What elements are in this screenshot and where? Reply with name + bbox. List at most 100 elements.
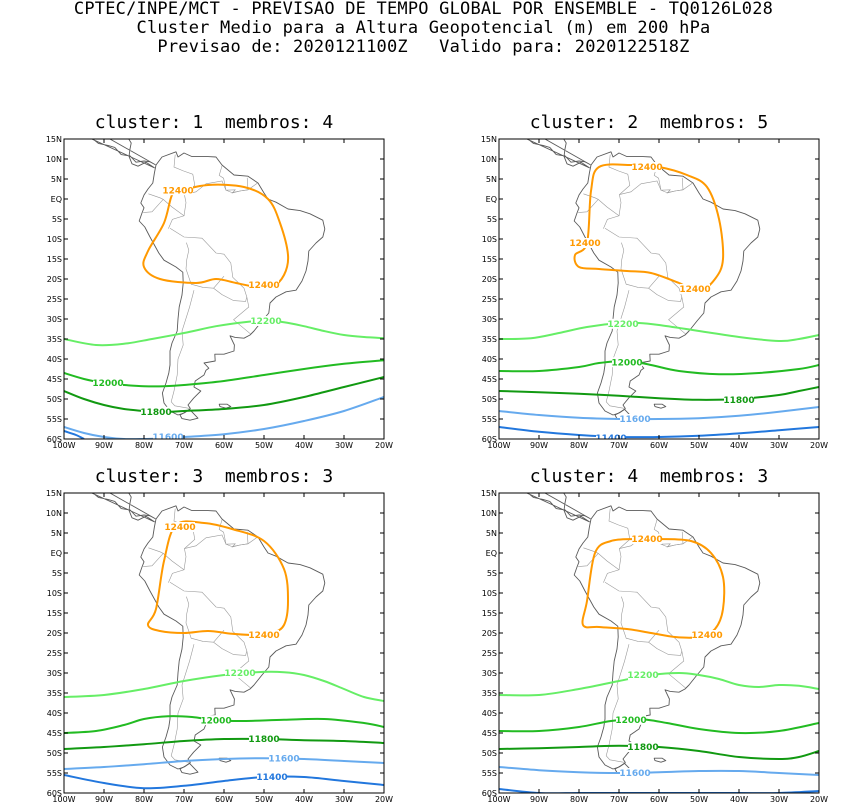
lon-label: 40W [295,441,313,450]
lat-label: 25S [47,295,62,304]
country-border [185,596,225,643]
lat-label: 60S [47,789,62,798]
lat-label: 10N [481,509,497,518]
map-geography [90,139,326,421]
axis-labels: 15N 10N 5N EQ 5S 10S 15S 20S 25S 30S 35S 40S 45S 50S 5… [481,489,828,803]
coastline [138,505,326,770]
contour-11600 [64,757,384,770]
panel-title: cluster: 4 membros: 3 [529,466,769,487]
lat-label: 15N [46,489,62,498]
contour-label-12400: 12400 [248,631,279,641]
coastline [90,139,155,169]
lat-label: EQ [486,195,497,204]
lat-label: 15N [46,135,62,144]
map-plot-cluster-3: 12400 12400 12200 12000 11800 11600 11400 15N 10… [46,489,393,803]
country-border [184,534,258,549]
contour-label-12400: 12400 [631,163,662,173]
lon-label: 80W [135,441,153,450]
country-border [620,242,660,289]
lat-label: 5N [486,175,497,184]
map-geography [90,493,326,775]
country-border [604,581,686,689]
lat-label: EQ [51,195,62,204]
country-border [620,596,660,643]
contour-11600 [499,406,819,421]
contour-label-bg [249,734,279,744]
map-plot-cluster-2: 12400 12400 12400 12200 12000 11800 11600 11400… [481,135,828,450]
lon-label: 100W [52,795,75,803]
contour-label-bg [596,432,626,439]
lat-label: 20S [482,629,497,638]
country-border [173,154,196,216]
country-border [170,290,195,409]
lat-label: EQ [486,549,497,558]
figure-header: CPTEC/INPE/MCT - PREVISAO DE TEMPO GLOBA… [0,0,847,57]
coastline [653,403,667,409]
lat-label: 5S [487,569,497,578]
contour-label-bg [165,522,195,532]
lon-label: 50W [255,795,273,803]
map-panel-cluster-3: cluster: 3 membros: 3 12400 12400 12200 120… [24,467,404,803]
country-border [608,508,631,570]
map-geography [525,139,761,421]
coastline [109,139,156,166]
contour-lines: 12400 12400 12400 12200 12000 11800 11600 11400 [499,162,819,439]
contour-label-bg [257,772,287,782]
contour-label-12000: 12000 [92,379,123,389]
contour-12200 [64,670,384,702]
header-line-2: Cluster Medio para a Altura Geopotencial… [136,18,711,38]
contour-label-12000: 12000 [200,716,231,726]
contour-label-bg [249,630,279,640]
panel-title: cluster: 2 membros: 5 [529,112,769,133]
lon-label: 70W [610,441,628,450]
lon-label: 90W [530,441,548,450]
lon-label: 70W [175,795,193,803]
coastline [525,139,590,169]
contour-label-12200: 12200 [224,669,255,679]
contour-label-12000: 12000 [615,716,646,726]
lat-label: 40S [482,355,497,364]
lat-label: 20S [47,275,62,284]
lon-label: 40W [730,441,748,450]
contour-label-bg [616,714,646,725]
contour-12200 [64,320,384,347]
country-border [653,165,684,194]
coastline [109,493,156,520]
contour-12200 [499,672,819,697]
lat-label: 45S [47,375,62,384]
lon-label: 80W [570,441,588,450]
lon-label: 30W [770,795,788,803]
lon-label: 60W [215,795,233,803]
lat-label: 5N [51,175,62,184]
country-border [163,553,185,583]
contour-label-bg [249,280,279,290]
country-border [173,508,196,570]
country-border [170,644,195,763]
lat-label: 50S [47,749,62,758]
country-border [218,165,249,194]
contour-label-11400: 11400 [256,773,287,783]
contour-label-12200: 12200 [250,317,281,327]
lat-label: 55S [47,415,62,424]
lat-label: 5N [486,529,497,538]
contour-label-bg [680,284,710,294]
lat-label: 20S [47,629,62,638]
country-border [653,519,684,548]
country-border [608,154,631,216]
country-border [598,553,620,583]
lon-label: 90W [95,441,113,450]
lon-label: 70W [175,441,193,450]
contour-label-bg [724,394,754,405]
lon-label: 40W [295,795,313,803]
lon-label: 30W [335,795,353,803]
contour-label-bg [251,316,281,326]
coastline [573,151,761,416]
lat-label: 15S [47,255,62,264]
contour-label-bg [163,185,193,196]
contour-lines: 12400 12400 12200 12000 11800 11600 11400 [64,520,384,790]
contour-label-bg [269,753,299,764]
coastline [525,493,590,523]
lat-label: 55S [482,415,497,424]
contour-12000 [499,717,819,735]
lat-label: 35S [47,689,62,698]
